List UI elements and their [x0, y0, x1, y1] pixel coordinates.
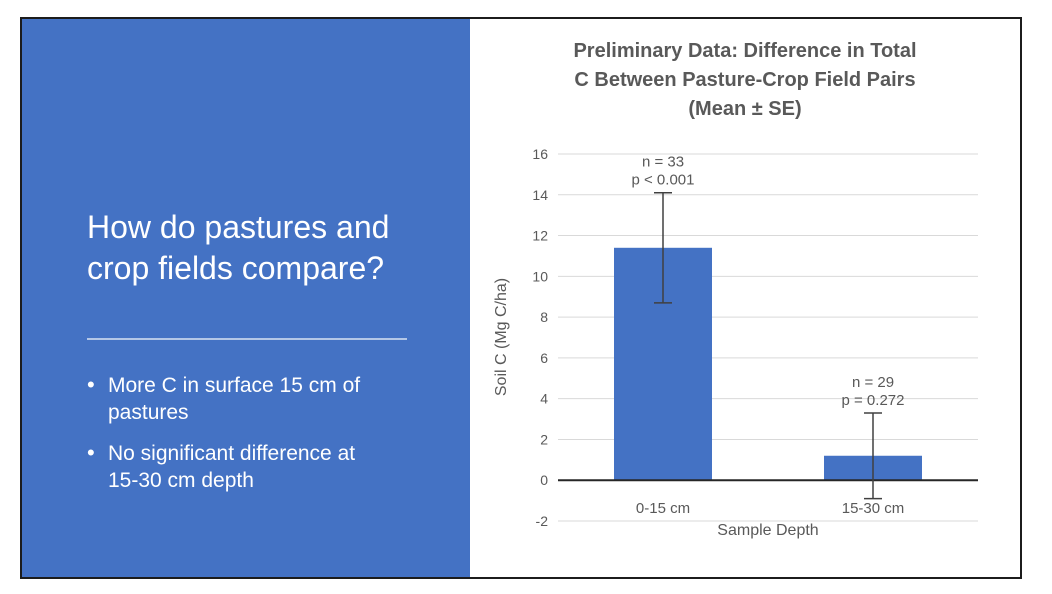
y-tick-label: 0	[540, 472, 548, 488]
divider-line	[87, 338, 407, 340]
x-axis-title: Sample Depth	[717, 522, 818, 539]
slide-title-line: How do pastures and	[87, 209, 390, 245]
left-panel: How do pastures and crop fields compare?…	[22, 19, 470, 577]
y-tick-label: 10	[532, 268, 548, 284]
y-tick-label: 16	[532, 146, 548, 162]
annotation-p: p < 0.001	[632, 172, 695, 189]
bullet-item: More C in surface 15 cm of pastures	[87, 371, 437, 426]
y-tick-label: 12	[532, 228, 548, 244]
annotation-p: p = 0.272	[842, 392, 905, 409]
chart-title-line: Preliminary Data: Difference in Total	[573, 40, 917, 62]
y-tick-label: 8	[540, 309, 548, 325]
slide-title: How do pastures and crop fields compare?	[87, 207, 457, 289]
bullet-line: More C in surface 15 cm of	[108, 374, 361, 397]
y-tick-label: 6	[540, 350, 548, 366]
y-tick-label: -2	[536, 513, 549, 529]
bullet-line: No significant difference at	[108, 442, 356, 465]
bar-chart: 16 14 12 10 8 6 4 2 0 -2 n = 33p < 0.001 n = 29p = …	[493, 146, 978, 539]
y-tick-label: 4	[540, 391, 548, 407]
bullet-item: No significant difference at 15-30 cm de…	[87, 439, 437, 494]
bullet-line: 15-30 cm depth	[108, 469, 254, 492]
chart-title-line: C Between Pasture-Crop Field Pairs	[574, 69, 916, 91]
annotation-n: n = 29	[852, 374, 894, 391]
y-axis-title: Soil C (Mg C/ha)	[493, 278, 510, 396]
slide-title-line: crop fields compare?	[87, 250, 385, 286]
y-tick-label: 14	[532, 187, 548, 203]
chart-panel: Preliminary Data: Difference in Total C …	[470, 19, 1020, 577]
slide: How do pastures and crop fields compare?…	[20, 17, 1022, 579]
annotation-n: n = 33	[642, 154, 684, 171]
x-category-label: 0-15 cm	[636, 500, 690, 517]
chart-title: Preliminary Data: Difference in Total C …	[480, 37, 1010, 124]
x-category-label: 15-30 cm	[842, 500, 905, 517]
bullet-line: pastures	[108, 401, 189, 424]
y-tick-label: 2	[540, 431, 548, 447]
chart-title-line: (Mean ± SE)	[688, 98, 802, 120]
bullet-list: More C in surface 15 cm of pastures No s…	[87, 371, 437, 508]
